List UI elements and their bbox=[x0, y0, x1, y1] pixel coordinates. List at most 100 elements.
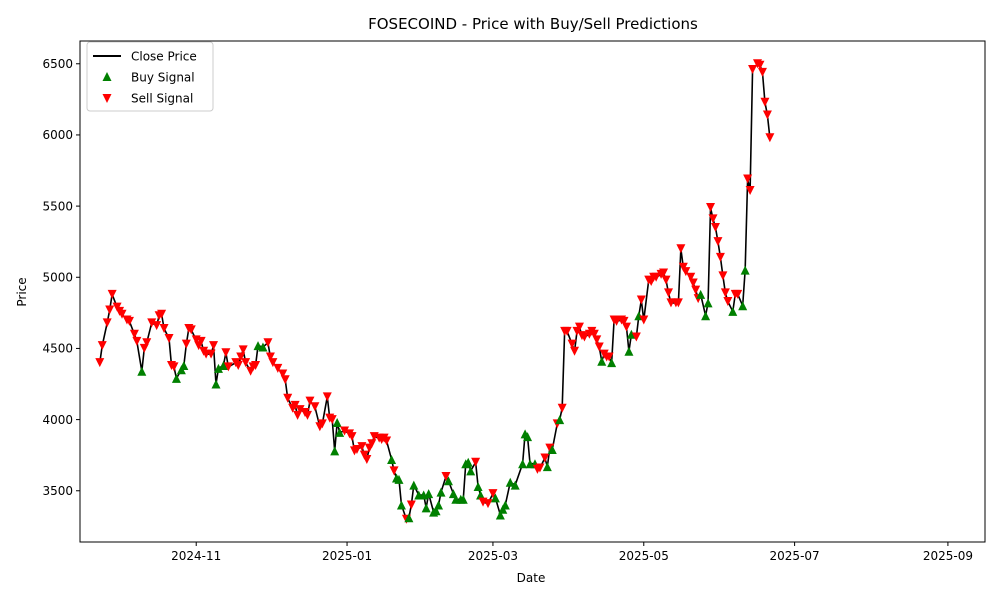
sell-signal-marker bbox=[310, 402, 320, 412]
sell-signal-marker bbox=[107, 289, 117, 299]
buy-signal-marker bbox=[253, 341, 263, 351]
sell-signal-marker bbox=[273, 363, 283, 373]
sell-signal-marker bbox=[589, 329, 599, 339]
sell-signal-marker bbox=[710, 222, 720, 232]
buy-signal-marker bbox=[500, 500, 510, 510]
sell-signal-marker bbox=[718, 271, 728, 281]
buy-signal-marker bbox=[137, 366, 147, 376]
sell-signal-marker bbox=[117, 309, 127, 319]
sell-signal-marker bbox=[181, 339, 191, 349]
sell-signal-marker bbox=[661, 275, 671, 285]
x-tick-label: 2025-07 bbox=[770, 549, 820, 563]
sell-signal-marker bbox=[206, 349, 216, 359]
sell-signal-marker bbox=[357, 442, 367, 452]
buy-signal-marker bbox=[434, 500, 444, 510]
sell-signal-marker bbox=[688, 278, 698, 288]
sell-signal-marker bbox=[745, 185, 755, 195]
buy-signal-marker bbox=[171, 373, 181, 383]
sell-signal-marker bbox=[594, 342, 604, 352]
buy-signal-marker bbox=[728, 306, 738, 316]
buy-signal-marker bbox=[387, 454, 397, 464]
sell-signal-marker bbox=[676, 244, 686, 254]
buy-signal-marker bbox=[258, 342, 268, 352]
sell-signal-marker bbox=[367, 439, 377, 449]
y-tick-label: 6000 bbox=[42, 128, 73, 142]
legend-buy-marker bbox=[102, 72, 112, 81]
sell-signal-marker bbox=[708, 214, 718, 224]
buy-signal-marker bbox=[431, 506, 441, 516]
buy-signal-marker bbox=[179, 361, 189, 371]
sell-signal-marker bbox=[102, 318, 112, 328]
sell-signal-marker bbox=[723, 296, 733, 306]
sell-signal-marker bbox=[406, 500, 416, 510]
x-tick-label: 2025-01 bbox=[322, 549, 372, 563]
y-tick-label: 5000 bbox=[42, 271, 73, 285]
y-tick-label: 4500 bbox=[42, 342, 73, 356]
sell-signal-marker bbox=[147, 318, 157, 328]
sell-signal-marker bbox=[483, 499, 493, 509]
sell-signal-marker bbox=[592, 335, 602, 345]
x-tick-label: 2025-09 bbox=[923, 549, 973, 563]
sell-signal-marker bbox=[604, 352, 614, 362]
x-tick-label: 2025-05 bbox=[619, 549, 669, 563]
sell-signal-marker bbox=[673, 298, 683, 308]
sell-signal-marker bbox=[621, 322, 631, 332]
sell-signal-marker bbox=[196, 336, 206, 346]
plot-area bbox=[79, 40, 986, 543]
sell-signal-marker bbox=[579, 332, 589, 342]
buy-signal-marker bbox=[463, 457, 473, 467]
buy-signal-marker bbox=[495, 510, 505, 520]
buy-signal-marker bbox=[703, 298, 713, 308]
sell-signal-marker bbox=[105, 305, 115, 315]
buy-signal-marker bbox=[473, 481, 483, 491]
sell-signal-marker bbox=[557, 403, 567, 413]
y-tick-label: 3500 bbox=[42, 484, 73, 498]
legend-close-price: Close Price bbox=[131, 50, 197, 64]
sell-signal-marker bbox=[157, 309, 167, 319]
sell-signal-marker bbox=[570, 346, 580, 356]
sell-signal-marker bbox=[327, 415, 337, 425]
buy-signal-marker bbox=[466, 466, 476, 476]
sell-signal-marker bbox=[567, 339, 577, 349]
sell-signal-marker bbox=[241, 358, 251, 368]
sell-signal-marker bbox=[471, 457, 481, 467]
sell-signal-marker bbox=[562, 326, 572, 336]
sell-signal-marker bbox=[663, 288, 673, 298]
buy-signal-marker bbox=[335, 427, 345, 437]
sell-signal-marker bbox=[352, 444, 362, 454]
sell-signal-marker bbox=[265, 352, 275, 362]
sell-signal-marker bbox=[305, 396, 315, 406]
sell-signal-marker bbox=[535, 463, 545, 473]
sell-signal-marker bbox=[159, 324, 169, 334]
sell-signal-marker bbox=[743, 174, 753, 184]
buy-signal-marker bbox=[738, 301, 748, 311]
sell-signal-marker bbox=[733, 289, 743, 299]
legend-box bbox=[86, 41, 214, 112]
sell-signal-marker bbox=[209, 341, 219, 351]
legend-buy-signal: Buy Signal bbox=[131, 71, 195, 85]
sell-signal-marker bbox=[186, 325, 196, 335]
buy-signal-marker bbox=[404, 513, 414, 523]
buy-signal-marker bbox=[443, 476, 453, 486]
sell-signal-marker bbox=[263, 338, 273, 348]
sell-signal-marker bbox=[651, 272, 661, 282]
sell-signal-marker bbox=[757, 67, 767, 77]
sell-signal-marker bbox=[681, 267, 691, 277]
buy-signal-marker bbox=[332, 417, 342, 427]
buy-signal-marker bbox=[547, 444, 557, 454]
sell-signal-marker bbox=[278, 369, 288, 379]
buy-signal-marker bbox=[505, 477, 515, 487]
sell-signal-marker bbox=[540, 453, 550, 463]
sell-signal-marker bbox=[124, 316, 134, 326]
buy-signal-marker bbox=[555, 415, 565, 425]
sell-signal-marker bbox=[223, 362, 233, 372]
sell-signal-marker bbox=[748, 64, 758, 74]
sell-signal-marker bbox=[283, 393, 293, 403]
y-tick-label: 4000 bbox=[42, 413, 73, 427]
sell-signal-marker bbox=[322, 392, 332, 402]
chart-title: FOSECOIND - Price with Buy/Sell Predicti… bbox=[368, 15, 698, 33]
sell-signal-marker bbox=[142, 338, 152, 348]
sell-signal-marker bbox=[268, 358, 278, 368]
sell-signal-marker bbox=[659, 268, 669, 278]
